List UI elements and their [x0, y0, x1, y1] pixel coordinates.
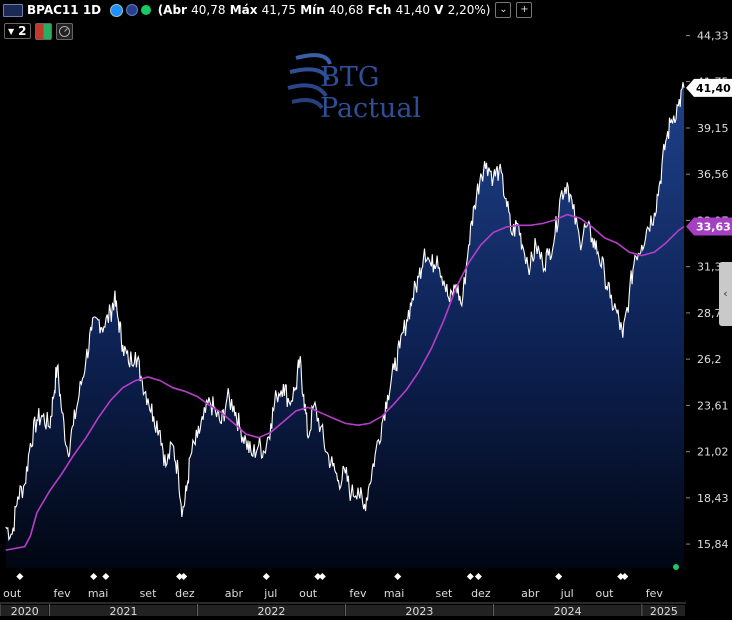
y-tick-label: 36,56 [697, 168, 729, 181]
year-band [197, 605, 345, 616]
x-month-label: abr [521, 587, 540, 600]
close-label: Fch [367, 3, 392, 17]
open-label: (Abr [157, 3, 187, 17]
x-month-label: dez [471, 587, 491, 600]
price-area-layer [5, 82, 684, 568]
x-month-label: out [299, 587, 318, 600]
variation-value: 2,20%) [447, 3, 491, 17]
indicator-toggle[interactable]: ▼ 2 [4, 23, 31, 39]
sync-dot-icon[interactable] [125, 4, 138, 16]
x-month-label: dez [175, 587, 195, 600]
year-band [641, 605, 685, 616]
last-price-tag-label: 41,40 [696, 82, 731, 95]
x-year-label: 2022 [257, 605, 285, 616]
x-month-label: fev [349, 587, 367, 600]
open-value: 40,78 [191, 3, 226, 17]
price-area [5, 82, 684, 568]
x-year-label: 2025 [650, 605, 678, 616]
line-layer [5, 82, 685, 551]
event-marker [176, 572, 184, 581]
x-year-label: 2020 [11, 605, 39, 616]
symbol-flag-icon [3, 3, 23, 17]
x-month-label: jul [263, 587, 277, 600]
event-marker [474, 572, 482, 581]
y-tick-label: 39,15 [697, 122, 729, 135]
indicator-count: 2 [18, 24, 27, 38]
y-tick-label: 21,02 [697, 446, 729, 459]
x-year-label: 2024 [554, 605, 582, 616]
x-year-label: 2023 [405, 605, 433, 616]
x-month-label: mai [88, 587, 109, 600]
symbol-header: BPAC11 1D (Abr 40,78 Máx 41,75 Mín 40,68… [0, 0, 533, 20]
ma-value-tag-shape [686, 217, 732, 236]
btg-logo: BTG Pactual [286, 50, 476, 124]
candles-icon[interactable] [34, 22, 52, 40]
x-month-label: set [140, 587, 157, 600]
event-marker [102, 572, 110, 581]
side-panel-toggle[interactable]: ‹ [719, 262, 732, 326]
x-month-label: out [595, 587, 614, 600]
low-value: 40,68 [329, 3, 364, 17]
indicator-toolbar: ▼ 2 [4, 22, 73, 40]
add-indicator-icon[interactable]: + [516, 2, 533, 18]
price-line [5, 82, 685, 542]
y-tick-label: 44,33 [697, 30, 729, 43]
expand-chevron-icon[interactable]: ⌄ [495, 2, 512, 18]
btg-logo-icon [287, 53, 332, 110]
ma-value-tag: 33,63 [686, 217, 732, 236]
ma-value-tag-label: 33,63 [696, 221, 731, 234]
last-event-marker [672, 564, 679, 570]
event-marker [621, 572, 629, 581]
last-price-tag-shape [686, 78, 732, 97]
y-tick-label: 18,43 [697, 492, 729, 505]
event-marker [262, 572, 270, 581]
x-month-label: abr [225, 587, 244, 600]
event-marker [466, 572, 474, 581]
event-marker [90, 572, 98, 581]
y-tick-label: 15,84 [697, 538, 729, 551]
settings-dot-icon[interactable] [109, 3, 123, 17]
year-band [493, 605, 641, 616]
event-marker [617, 572, 625, 581]
event-marker [318, 572, 326, 581]
year-band [345, 605, 493, 616]
year-band [0, 605, 49, 616]
event-marker [314, 572, 322, 581]
variation-label: V [434, 3, 444, 17]
x-month-label: mai [384, 587, 405, 600]
collapse-triangle-icon: ▼ [8, 26, 15, 36]
moving-average-line [5, 213, 685, 551]
y-tick-label: 23,61 [697, 399, 729, 412]
logo-text: BTG Pactual [320, 62, 422, 124]
x-month-label: jul [560, 587, 574, 600]
symbol-name[interactable]: BPAC11 [27, 3, 79, 17]
event-marker [555, 572, 563, 581]
x-year-label: 2021 [109, 605, 137, 616]
high-value: 41,75 [261, 3, 297, 17]
high-label: Máx [229, 3, 258, 17]
last-price-tag: 41,40 [686, 78, 732, 97]
event-marker [180, 572, 188, 581]
year-band [49, 605, 197, 616]
market-open-dot-icon [140, 5, 151, 15]
interval-label[interactable]: 1D [82, 3, 102, 17]
x-month-label: set [436, 587, 453, 600]
gauge-icon[interactable] [55, 22, 73, 40]
event-marker [394, 572, 402, 581]
x-month-label: out [3, 587, 22, 600]
axis-layer: 44,3341,7539,1536,5633,9731,3828,7926,22… [0, 30, 732, 618]
event-marker [16, 572, 24, 581]
x-month-label: fev [53, 587, 71, 600]
y-tick-label: 26,2 [697, 353, 722, 366]
low-label: Mín [300, 3, 325, 17]
close-value: 41,40 [395, 3, 430, 17]
x-month-label: fev [646, 587, 664, 600]
